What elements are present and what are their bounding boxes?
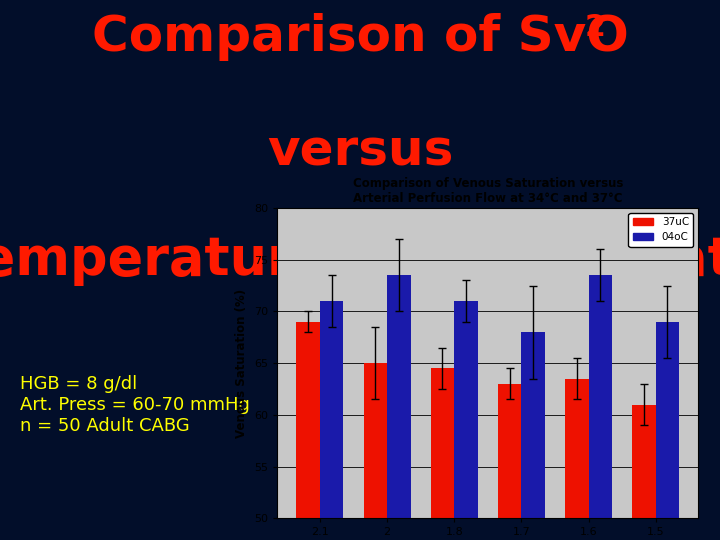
Legend: 37uC, 04oC: 37uC, 04oC (629, 213, 693, 247)
Text: HGB = 8 g/dl
Art. Press = 60-70 mmHg
n = 50 Adult CABG: HGB = 8 g/dl Art. Press = 60-70 mmHg n =… (20, 375, 250, 435)
Bar (521, 332, 545, 540)
Bar (431, 368, 454, 540)
Bar (588, 275, 612, 540)
Bar (632, 404, 656, 540)
Bar (454, 301, 478, 540)
Bar (565, 379, 588, 540)
Text: 2: 2 (585, 14, 606, 43)
Text: Temperature and Flow Rate: Temperature and Flow Rate (0, 234, 720, 286)
Bar (364, 363, 387, 540)
Bar (387, 275, 410, 540)
Bar (297, 322, 320, 540)
Title: Comparison of Venous Saturation versus
Arterial Perfusion Flow at 34°C and 37°C: Comparison of Venous Saturation versus A… (353, 177, 623, 205)
Text: versus: versus (267, 127, 453, 175)
Bar (320, 301, 343, 540)
Text: Comparison of SvO: Comparison of SvO (91, 14, 629, 62)
Bar (656, 322, 679, 540)
Y-axis label: Venous Saturation (%): Venous Saturation (%) (235, 288, 248, 438)
Bar (498, 384, 521, 540)
